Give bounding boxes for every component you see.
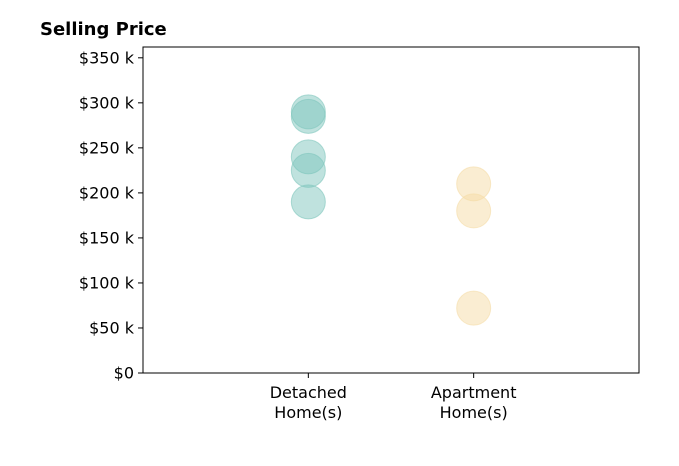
data-point <box>290 94 326 130</box>
x-axis: Detached Home(s) Apartment Home(s) <box>270 373 517 422</box>
y-axis: $0 $50 k $100 k $150 k $200 k $250 k $300 k $35… <box>79 48 143 383</box>
x-tick-label: Apartment Home(s) <box>431 383 517 422</box>
y-tick-label: $200 k <box>79 183 135 202</box>
y-tick-label: $350 k <box>79 48 135 67</box>
data-point <box>456 166 492 202</box>
data-point <box>456 290 492 326</box>
points-layer <box>290 94 492 326</box>
y-tick-label: $0 <box>114 364 134 383</box>
y-tick-label: $50 k <box>89 318 135 337</box>
y-tick-label: $300 k <box>79 93 135 112</box>
x-tick-label: Detached Home(s) <box>270 383 347 422</box>
data-point <box>290 139 326 175</box>
chart-title: Selling Price <box>40 19 167 40</box>
y-tick-label: $100 k <box>79 273 135 292</box>
data-point <box>290 184 326 220</box>
y-tick-label: $250 k <box>79 138 135 157</box>
plot-frame <box>142 46 640 374</box>
y-tick-label: $150 k <box>79 228 135 247</box>
